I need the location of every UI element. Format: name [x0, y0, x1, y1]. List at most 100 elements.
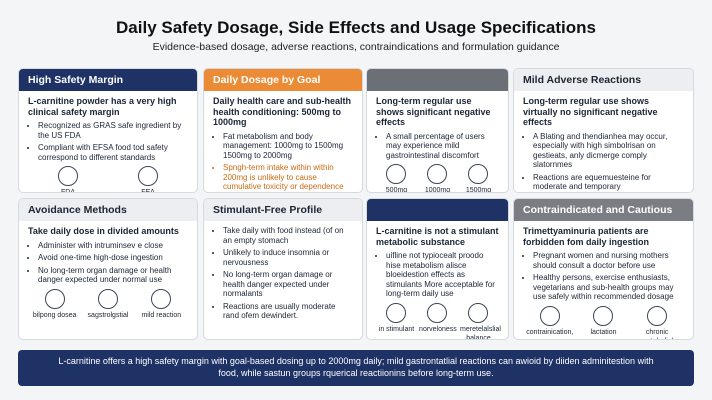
icon — [539, 305, 560, 326]
caption-text: FEA — [141, 189, 155, 193]
bullet: Spngh-term intake within within 200mg is… — [223, 163, 353, 192]
bullet: A Blating and thendianhea may occur, esp… — [533, 132, 684, 170]
title: Daily Safety Dosage, Side Effects and Us… — [116, 18, 596, 37]
icon-caption: chronic metabolial condition — [633, 305, 681, 340]
bullet: Reactions are equemuesteine for moderate… — [533, 173, 684, 192]
icon-caption: bilpong dosea — [31, 288, 79, 321]
bullet-list: Recognized as GRAS safe ingredient by th… — [28, 121, 188, 162]
icon — [138, 166, 158, 186]
card-header: Stimulant-Free Profile — [204, 199, 362, 221]
card-body: L-carnitine powder has a very high clini… — [19, 91, 197, 193]
card-body: Long-term regular use shows significant … — [367, 91, 508, 193]
caption-text: norveloness — [419, 325, 457, 333]
caption-text: meretelalslial balance — [460, 325, 501, 340]
card-header: High Safety Margin — [19, 69, 197, 91]
card: Stimulant-Free Profile Take daily with fo… — [203, 198, 363, 340]
icon — [58, 166, 78, 186]
icon — [44, 288, 65, 309]
bullet-list: A small percentage of users may experien… — [376, 132, 499, 161]
card-body: Daily health care and sub-health health … — [204, 91, 362, 192]
card: Daily Dosage by Goal Daily health care an… — [203, 68, 363, 193]
bullet: Take daily with food instead (of on an e… — [223, 226, 353, 245]
icon — [386, 302, 407, 323]
icon-caption: contrainication, pregnancy — [526, 305, 574, 340]
card-body: L-carnitine is not a stimulant metabolic… — [367, 221, 508, 340]
card: Avoidance Methods Take daily dose in divi… — [18, 198, 198, 340]
caption-text: 1000mg — [424, 187, 451, 193]
icon-caption: in stimulant — [378, 302, 415, 340]
card-lead: Trimettyaminuria patients are forbidden … — [523, 226, 649, 247]
card: High Safety Margin L-carnitine powder has… — [18, 68, 198, 193]
icon-caption: FDA — [44, 166, 92, 193]
bullet-list: A Blating and thendianhea may occur, esp… — [523, 132, 684, 192]
card-lead: Long-term regular use shows significant … — [376, 96, 491, 127]
card-header — [367, 69, 508, 91]
icon-caption: 500mg — [378, 164, 415, 193]
card-header: Mild Adverse Reactions — [514, 69, 693, 91]
bullet: Unlikely to induce insomnia or nervousne… — [223, 248, 353, 267]
caption-text: 1500mg — [465, 187, 492, 193]
bullet: Avoid one-time high-dose ingestion — [38, 253, 188, 263]
icon-row: bilpong dosea sagstrolgstial mild reaction — [28, 288, 188, 321]
card-lead: Long-term regular use shows virtually no… — [523, 96, 658, 127]
icon — [647, 305, 668, 326]
icon-caption: norveloness — [419, 302, 457, 340]
icon-row: in stimulant norveloness meretelalslial ba… — [376, 302, 501, 340]
bullet: No long-term organ damage or health dang… — [38, 266, 188, 285]
bullet: Pregnant women and nursing mothers shoul… — [533, 251, 684, 270]
bullet: Healthy persons, exercise enthusiasts, v… — [533, 273, 684, 302]
bullet: Fat metabolism and body management: 1000… — [223, 132, 353, 161]
icon-row: FDA FEA — [28, 166, 188, 193]
card-lead: Take daily dose in divided amounts — [28, 226, 179, 236]
card-header: Avoidance Methods — [19, 199, 197, 221]
caption-text: sagstrolgstial — [87, 311, 129, 319]
card-header: Daily Dosage by Goal — [204, 69, 362, 91]
icon-caption: sagstrolgstial — [84, 288, 132, 321]
bullet-list: Take daily with food instead (of on an e… — [213, 226, 353, 321]
card: Long-term regular use shows significant … — [366, 68, 509, 193]
bullet: Administer with intruminsev e close — [38, 241, 188, 251]
card-body: Take daily dose in divided amounts Admini… — [19, 221, 197, 325]
bullet: Recognized as GRAS safe ingredient by th… — [38, 121, 188, 140]
card: Contraindicated and Cautious Groups Trime… — [513, 198, 694, 340]
caption-text: FDA — [61, 189, 75, 193]
bullet: uifline not typiocealt proodo hise metab… — [386, 251, 499, 299]
icon — [97, 288, 118, 309]
card-lead: L-carnitine is not a stimulant metabolic… — [376, 226, 499, 247]
icon — [427, 302, 448, 323]
icon-caption: 1000mg — [419, 164, 456, 193]
card-lead: Daily health care and sub-health health … — [213, 96, 352, 127]
icon — [386, 164, 407, 184]
icon — [468, 164, 489, 184]
caption-text: bilpong dosea — [32, 311, 77, 319]
icon-row: contrainication, pregnancy lactation chron… — [523, 305, 684, 340]
caption-text: contrainication, pregnancy — [526, 328, 574, 340]
icon — [427, 164, 448, 184]
caption-text: lactation — [590, 328, 617, 336]
icon — [593, 305, 614, 326]
bullet-list: uifline not typiocealt proodo hise metab… — [376, 251, 499, 299]
icon — [468, 302, 489, 323]
card-body: Long-term regular use shows virtually no… — [514, 91, 693, 192]
icon-caption: meretelalslial balance — [460, 302, 501, 339]
footer-banner: L-carnitine offers a high safety margin … — [18, 350, 694, 386]
caption-text: in stimulant — [378, 325, 415, 333]
card-header — [367, 199, 508, 221]
card-lead: L-carnitine powder has a very high clini… — [28, 96, 177, 117]
caption-text: chronic metabolial condition — [641, 328, 673, 340]
bullet-list: Pregnant women and nursing mothers shoul… — [523, 251, 684, 302]
icon-row: 500mg 1000mg 1500mg — [376, 164, 499, 193]
bullet: Reactions are usually moderate rand ofem… — [223, 302, 353, 321]
caption-text: 500mg — [385, 187, 408, 193]
bullet: No long-term organ damage or health dang… — [223, 270, 353, 299]
bullet-list: Administer with intruminsev e close Avoid… — [28, 241, 188, 285]
bullet-list: Fat metabolism and body management: 1000… — [213, 132, 353, 192]
caption-text: mild reaction — [141, 311, 182, 319]
icon-caption: FEA — [124, 166, 172, 193]
icon-caption: 1500mg — [460, 164, 497, 193]
subtitle: Evidence-based dosage, adverse reactions… — [152, 41, 560, 53]
icon-caption: mild reaction — [137, 288, 185, 321]
bullet: A small percentage of users may experien… — [386, 132, 499, 161]
bullet: Compliant with EFSA food tod safety corr… — [38, 143, 188, 162]
